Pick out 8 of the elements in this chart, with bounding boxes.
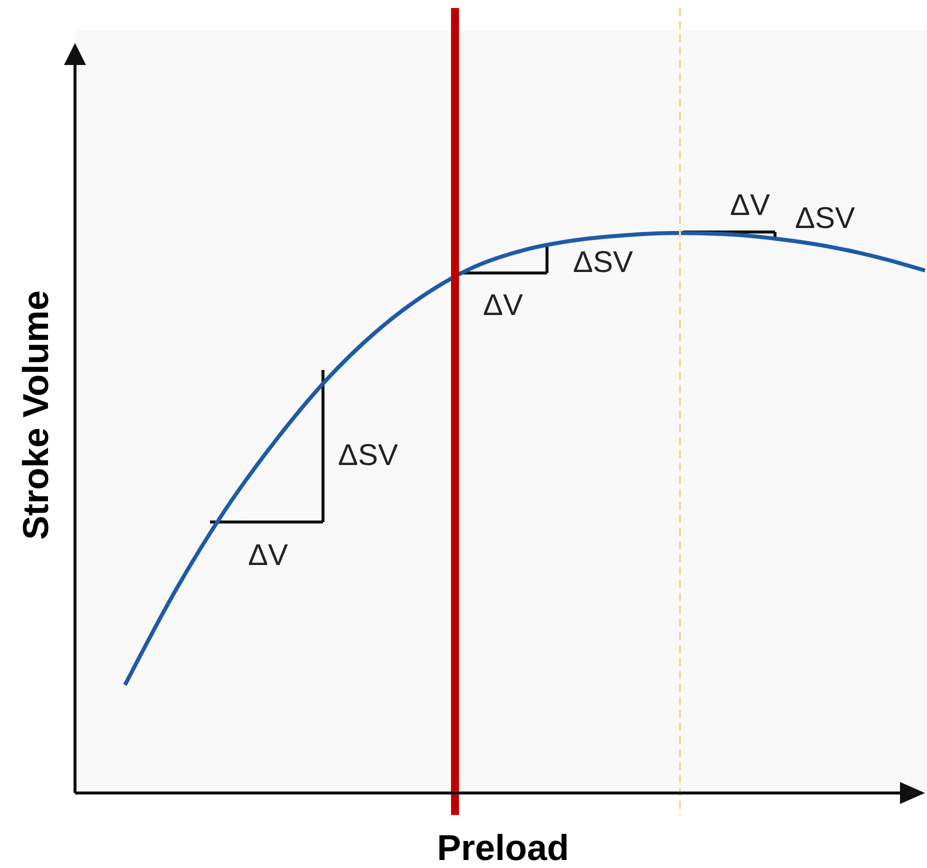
annotation: ΔV <box>248 539 288 572</box>
y-axis-title: Stroke Volume <box>15 290 56 540</box>
annotation: ΔV <box>482 289 524 322</box>
annotation: ΔSV <box>338 439 398 472</box>
x-axis-title: Preload <box>436 827 570 868</box>
annotation: ΔSV <box>794 202 856 235</box>
text: ΔV <box>730 189 770 222</box>
annotation: ΔSV <box>572 246 634 279</box>
